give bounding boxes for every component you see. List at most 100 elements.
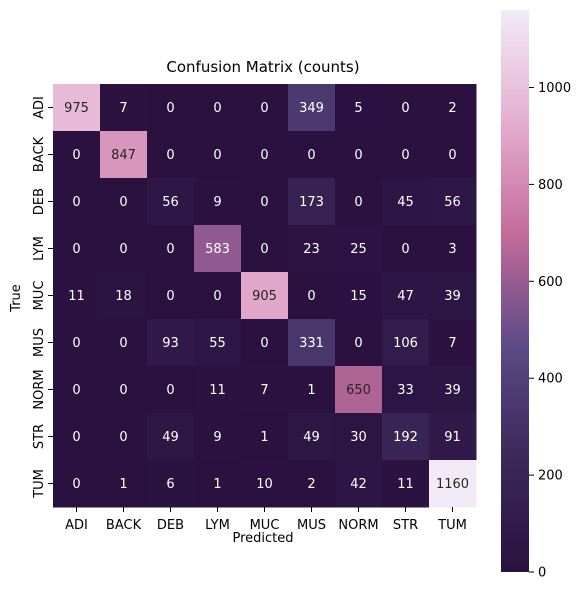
cell-value-label: 1 [307, 383, 315, 398]
heatmap-cell [429, 272, 477, 320]
heatmap-cell [429, 319, 477, 367]
heatmap-cell [147, 131, 195, 179]
cell-value-label: 0 [260, 101, 268, 116]
heatmap-cell [382, 225, 430, 273]
colorbar-tick-label: 1000 [538, 81, 571, 96]
cell-value-label: 0 [72, 477, 80, 492]
heatmap-cell [288, 272, 336, 320]
cell-value-label: 975 [64, 101, 89, 116]
cell-value-label: 0 [213, 101, 221, 116]
heatmap-cell [241, 460, 289, 508]
cell-value-label: 42 [350, 477, 367, 492]
cell-value-label: 0 [448, 148, 456, 163]
cell-value-label: 7 [448, 336, 456, 351]
cell-value-label: 0 [72, 430, 80, 445]
heatmap-cell [100, 178, 148, 226]
x-tick-label: MUS [297, 518, 326, 533]
heatmap-cell [429, 225, 477, 273]
cell-value-label: 192 [393, 430, 418, 445]
y-tick-label: NORM [32, 369, 47, 409]
cell-value-label: 0 [166, 148, 174, 163]
heatmap-cell [382, 131, 430, 179]
cell-value-label: 0 [119, 195, 127, 210]
heatmap-cell [147, 178, 195, 226]
cell-value-label: 0 [119, 383, 127, 398]
heatmap-cell [194, 225, 242, 273]
cell-value-label: 0 [307, 148, 315, 163]
cell-value-label: 905 [252, 289, 277, 304]
heatmap-cell [100, 131, 148, 179]
x-tick-label: STR [393, 518, 418, 533]
heatmap-cell [241, 366, 289, 414]
heatmap-cell [53, 131, 101, 179]
colorbar [501, 10, 529, 572]
cell-value-label: 1 [213, 477, 221, 492]
cell-value-label: 33 [397, 383, 414, 398]
heatmap-cell [147, 366, 195, 414]
heatmap-cell [288, 366, 336, 414]
heatmap-cell [288, 178, 336, 226]
heatmap-cell [335, 131, 383, 179]
cell-value-label: 0 [166, 242, 174, 257]
cell-value-label: 93 [162, 336, 179, 351]
cell-value-label: 30 [350, 430, 367, 445]
heatmap-cell [382, 84, 430, 132]
heatmap-cell [335, 272, 383, 320]
heatmap-cell [100, 84, 148, 132]
heatmap-cell [53, 366, 101, 414]
colorbar-ticks: 0 200 400 600 800 1000 [529, 81, 571, 581]
y-axis-label: True [9, 284, 24, 313]
cell-value-label: 11 [397, 477, 414, 492]
cell-value-label: 9 [213, 430, 221, 445]
cell-value-label: 49 [162, 430, 179, 445]
heatmap-cell [382, 366, 430, 414]
heatmap-cell [53, 178, 101, 226]
cell-value-label: 0 [401, 148, 409, 163]
heatmap-cell [100, 413, 148, 461]
heatmap-cell [382, 413, 430, 461]
cell-value-label: 5 [354, 101, 362, 116]
heatmap-cell [335, 413, 383, 461]
heatmap-cell [53, 413, 101, 461]
heatmap-cell [241, 131, 289, 179]
cell-value-label: 2 [448, 101, 456, 116]
cell-value-label: 0 [401, 242, 409, 257]
cell-value-label: 0 [354, 336, 362, 351]
heatmap-cell [335, 178, 383, 226]
colorbar-tick-label: 800 [538, 178, 563, 193]
heatmap-cell [147, 319, 195, 367]
cell-value-label: 0 [166, 383, 174, 398]
heatmap-cell [194, 178, 242, 226]
cell-value-label: 39 [444, 383, 461, 398]
cell-value-label: 56 [162, 195, 179, 210]
heatmap-cell [194, 84, 242, 132]
heatmap-cell [100, 319, 148, 367]
heatmap-cell [335, 366, 383, 414]
x-tick-label: NORM [338, 518, 378, 533]
cell-value-label: 0 [260, 195, 268, 210]
heatmap-cell [194, 319, 242, 367]
heatmap-cell [335, 84, 383, 132]
heatmap-cell [53, 84, 101, 132]
cell-value-label: 0 [401, 101, 409, 116]
heatmap-cell [53, 460, 101, 508]
heatmap-cell [147, 413, 195, 461]
heatmap-cell [335, 225, 383, 273]
colorbar-tick-label: 400 [538, 372, 563, 387]
x-tick-label: TUM [437, 518, 467, 533]
x-axis-ticks: ADI BACK DEB LYM MUC MUS NORM STR TUM [65, 507, 467, 533]
heatmap-cell [100, 460, 148, 508]
y-tick-label: MUS [32, 328, 47, 357]
cell-value-label: 0 [354, 148, 362, 163]
cell-value-label: 650 [346, 383, 371, 398]
x-tick-label: BACK [106, 518, 142, 533]
y-tick-label: BACK [32, 136, 47, 172]
heatmap-cell [100, 272, 148, 320]
heatmap-cell [382, 460, 430, 508]
cell-value-label: 91 [444, 430, 461, 445]
heatmap-cell [147, 225, 195, 273]
x-tick-label: DEB [157, 518, 184, 533]
cell-value-label: 56 [444, 195, 461, 210]
heatmap-cell [429, 366, 477, 414]
cell-value-label: 0 [166, 101, 174, 116]
